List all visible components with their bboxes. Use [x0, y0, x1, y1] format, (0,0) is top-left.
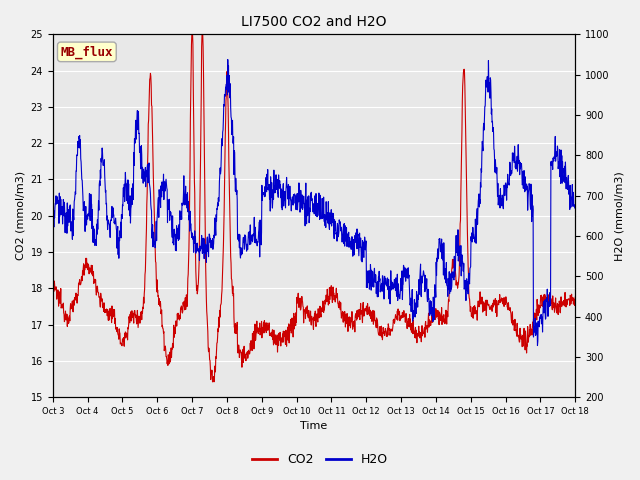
Title: LI7500 CO2 and H2O: LI7500 CO2 and H2O	[241, 15, 387, 29]
Y-axis label: CO2 (mmol/m3): CO2 (mmol/m3)	[15, 171, 25, 260]
Text: MB_flux: MB_flux	[61, 45, 113, 59]
X-axis label: Time: Time	[300, 421, 328, 432]
Legend: CO2, H2O: CO2, H2O	[247, 448, 393, 471]
Y-axis label: H2O (mmol/m3): H2O (mmol/m3)	[615, 171, 625, 261]
